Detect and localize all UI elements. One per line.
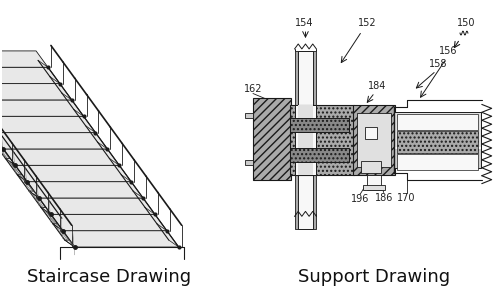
Polygon shape <box>244 113 253 118</box>
Text: 184: 184 <box>367 81 385 91</box>
Bar <box>396 131 477 153</box>
Text: 152: 152 <box>357 18 375 28</box>
Bar <box>364 127 376 139</box>
Polygon shape <box>0 142 107 149</box>
Polygon shape <box>17 175 131 182</box>
Polygon shape <box>51 214 166 231</box>
Polygon shape <box>0 100 84 116</box>
Text: 158: 158 <box>428 59 446 69</box>
Bar <box>253 98 290 180</box>
Bar <box>356 113 390 167</box>
Bar <box>366 175 380 190</box>
Polygon shape <box>53 224 166 231</box>
Polygon shape <box>0 60 48 67</box>
Polygon shape <box>0 126 95 133</box>
Polygon shape <box>15 165 131 182</box>
Polygon shape <box>41 207 155 214</box>
Bar <box>294 51 297 229</box>
Polygon shape <box>0 84 72 100</box>
Polygon shape <box>0 67 60 84</box>
Polygon shape <box>0 77 60 84</box>
Polygon shape <box>0 116 95 133</box>
Bar <box>289 118 348 132</box>
Polygon shape <box>29 191 143 198</box>
Text: 150: 150 <box>456 18 474 28</box>
Text: 170: 170 <box>396 192 415 203</box>
Text: 186: 186 <box>374 192 392 203</box>
Bar <box>398 115 475 165</box>
Bar <box>362 185 384 190</box>
Polygon shape <box>244 160 253 165</box>
Bar <box>313 51 316 229</box>
Bar <box>393 147 480 149</box>
Polygon shape <box>63 231 178 247</box>
Bar <box>396 154 477 170</box>
Polygon shape <box>39 198 155 214</box>
Polygon shape <box>4 149 119 165</box>
Text: 162: 162 <box>243 84 262 93</box>
Bar <box>396 114 477 130</box>
Polygon shape <box>0 109 84 116</box>
Bar <box>289 148 348 162</box>
Bar <box>294 105 316 175</box>
Bar <box>393 148 480 168</box>
Bar <box>393 112 480 148</box>
Bar <box>352 105 394 175</box>
Polygon shape <box>65 240 178 247</box>
Polygon shape <box>0 93 72 100</box>
Bar <box>289 105 353 175</box>
Polygon shape <box>0 133 107 149</box>
Polygon shape <box>6 158 119 165</box>
Polygon shape <box>27 182 143 198</box>
Text: 196: 196 <box>350 194 368 204</box>
Bar <box>297 105 313 175</box>
Text: Support Drawing: Support Drawing <box>297 268 449 286</box>
Text: 156: 156 <box>438 46 456 56</box>
Text: 154: 154 <box>295 18 313 28</box>
Bar <box>297 51 313 229</box>
Polygon shape <box>0 51 48 67</box>
Bar <box>360 161 380 173</box>
Text: Staircase Drawing: Staircase Drawing <box>27 268 191 286</box>
